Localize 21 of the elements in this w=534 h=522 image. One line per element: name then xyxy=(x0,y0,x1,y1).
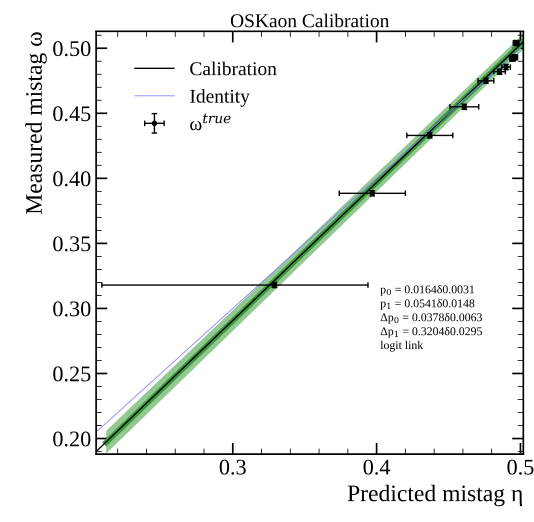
legend-label: Identity xyxy=(190,89,250,107)
y-tick-label: 0.35 xyxy=(53,236,90,252)
y-tick-label: 0.40 xyxy=(53,171,90,186)
y-tick-label: 0.30 xyxy=(53,301,90,316)
legend-label: Calibration xyxy=(190,62,277,76)
y-tick-label: 0.20 xyxy=(53,431,90,447)
x-tick-label: 0.4 xyxy=(364,460,390,475)
y-axis-title: Measured mistag ω xyxy=(25,32,47,214)
x-tick-label: 0.5 xyxy=(507,460,534,475)
annotation: logit link xyxy=(380,340,424,352)
y-tick-label: 0.45 xyxy=(53,106,90,122)
annotation: Δp$_{1}$ = 0.3204δ0.0295 xyxy=(380,326,482,338)
y-tick-label: 0.50 xyxy=(53,41,90,56)
annotation: p$_{0}$ = 0.0164δ0.0031 xyxy=(380,285,474,296)
annotation: Δp$_{0}$ = 0.0378δ0.0063 xyxy=(380,312,482,324)
legend-label: ω$^{true}$ xyxy=(190,114,231,130)
y-tick-label: 0.25 xyxy=(53,366,90,382)
x-axis-title: Predicted mistag η xyxy=(348,484,522,506)
annotation: p$_{1}$ = 0.0541δ0.0148 xyxy=(380,298,474,310)
chart-title: OSKaon Calibration xyxy=(230,14,390,28)
x-tick-label: 0.3 xyxy=(220,460,246,475)
